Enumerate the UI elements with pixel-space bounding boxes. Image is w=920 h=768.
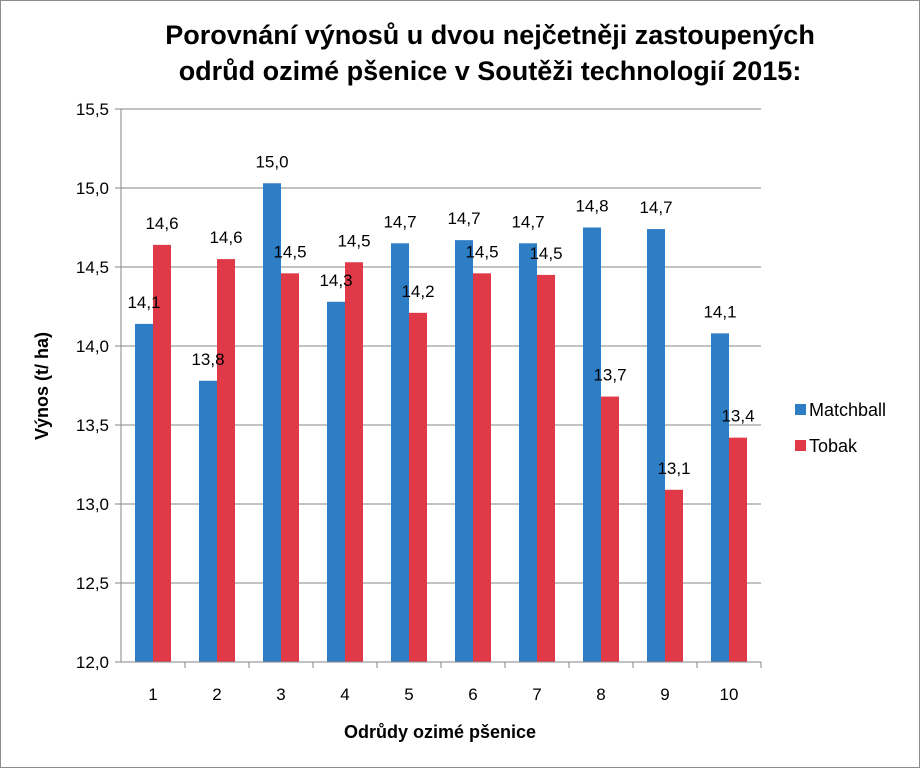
x-axis-ticks: 1 2 3 4 5 6 7 8 9 10 bbox=[148, 662, 762, 704]
legend-swatch-matchball bbox=[795, 404, 806, 415]
bar-matchball bbox=[391, 243, 409, 663]
y-tick-label: 12,5 bbox=[76, 574, 109, 593]
bar-value-labels: 14,1 14,6 13,8 14,6 15,0 14,5 14,3 14,5 14,7 14,2… bbox=[127, 152, 754, 478]
y-tick-label: 12,0 bbox=[76, 653, 109, 672]
y-axis-title: Výnos (t/ ha) bbox=[32, 332, 52, 440]
bar-tobak bbox=[601, 396, 619, 662]
bar-matchball bbox=[711, 333, 729, 662]
y-tick-label: 15,5 bbox=[76, 100, 109, 119]
data-label-matchball: 14,3 bbox=[319, 271, 352, 290]
data-label-matchball: 15,0 bbox=[255, 152, 288, 171]
bar-tobak bbox=[537, 274, 555, 662]
data-label-tobak: 14,5 bbox=[465, 242, 498, 261]
data-label-matchball: 14,7 bbox=[447, 209, 480, 228]
x-tick-label: 10 bbox=[720, 685, 739, 704]
y-tick-label: 13,5 bbox=[76, 416, 109, 435]
y-tick-label: 15,0 bbox=[76, 179, 109, 198]
x-tick-label: 5 bbox=[404, 685, 413, 704]
data-label-tobak: 14,6 bbox=[145, 214, 178, 233]
x-tick-label: 8 bbox=[596, 685, 605, 704]
bar-tobak bbox=[153, 244, 171, 662]
y-tick-label: 14,5 bbox=[76, 258, 109, 277]
bar-matchball bbox=[519, 243, 537, 663]
chart-title-line-1: Porovnání výnosů u dvou nejčetněji zasto… bbox=[165, 20, 815, 50]
chart-title-line-2: odrůd ozimé pšenice v Soutěži technologi… bbox=[179, 56, 802, 86]
bar-matchball bbox=[199, 380, 217, 662]
data-label-matchball: 14,7 bbox=[639, 198, 672, 217]
data-label-tobak: 13,1 bbox=[657, 459, 690, 478]
data-label-matchball: 14,1 bbox=[703, 302, 736, 321]
legend-label-matchball: Matchball bbox=[809, 400, 886, 420]
bar-matchball bbox=[135, 323, 153, 662]
x-tick-label: 4 bbox=[340, 685, 349, 704]
bar-matchball bbox=[583, 227, 601, 662]
data-label-tobak: 14,2 bbox=[401, 282, 434, 301]
legend-swatch-tobak bbox=[795, 440, 806, 451]
y-tick-label: 13,0 bbox=[76, 495, 109, 514]
data-label-matchball: 14,7 bbox=[383, 212, 416, 231]
x-tick-label: 1 bbox=[148, 685, 157, 704]
data-label-tobak: 13,7 bbox=[593, 366, 626, 385]
data-label-matchball: 14,1 bbox=[127, 293, 160, 312]
data-label-tobak: 14,5 bbox=[529, 244, 562, 263]
y-tick-label: 14,0 bbox=[76, 337, 109, 356]
legend: Matchball Tobak bbox=[795, 400, 886, 456]
x-tick-label: 9 bbox=[660, 685, 669, 704]
data-label-tobak: 13,4 bbox=[721, 407, 754, 426]
y-axis-ticks: 12,0 12,5 13,0 13,5 14,0 14,5 15,0 15,5 bbox=[76, 100, 121, 672]
bar-tobak bbox=[409, 312, 427, 662]
bar-tobak bbox=[217, 259, 235, 662]
x-axis-title: Odrůdy ozimé pšenice bbox=[344, 722, 536, 742]
x-tick-label: 2 bbox=[212, 685, 221, 704]
bar-matchball bbox=[647, 229, 665, 662]
bar-matchball bbox=[455, 240, 473, 662]
data-label-matchball: 14,8 bbox=[575, 197, 608, 216]
x-tick-label: 6 bbox=[468, 685, 477, 704]
bar-tobak bbox=[345, 262, 363, 662]
bar-tobak bbox=[665, 489, 683, 662]
bar-tobak bbox=[473, 273, 491, 662]
x-tick-label: 3 bbox=[276, 685, 285, 704]
bar-matchball bbox=[263, 183, 281, 662]
data-label-tobak: 14,5 bbox=[337, 231, 370, 250]
bars bbox=[135, 183, 747, 663]
bar-matchball bbox=[327, 301, 345, 662]
bar-tobak bbox=[281, 273, 299, 662]
data-label-matchball: 13,8 bbox=[191, 350, 224, 369]
data-label-matchball: 14,7 bbox=[511, 212, 544, 231]
data-label-tobak: 14,5 bbox=[273, 242, 306, 261]
bar-tobak bbox=[729, 437, 747, 662]
data-label-tobak: 14,6 bbox=[209, 228, 242, 247]
x-tick-label: 7 bbox=[532, 685, 541, 704]
legend-label-tobak: Tobak bbox=[809, 436, 858, 456]
